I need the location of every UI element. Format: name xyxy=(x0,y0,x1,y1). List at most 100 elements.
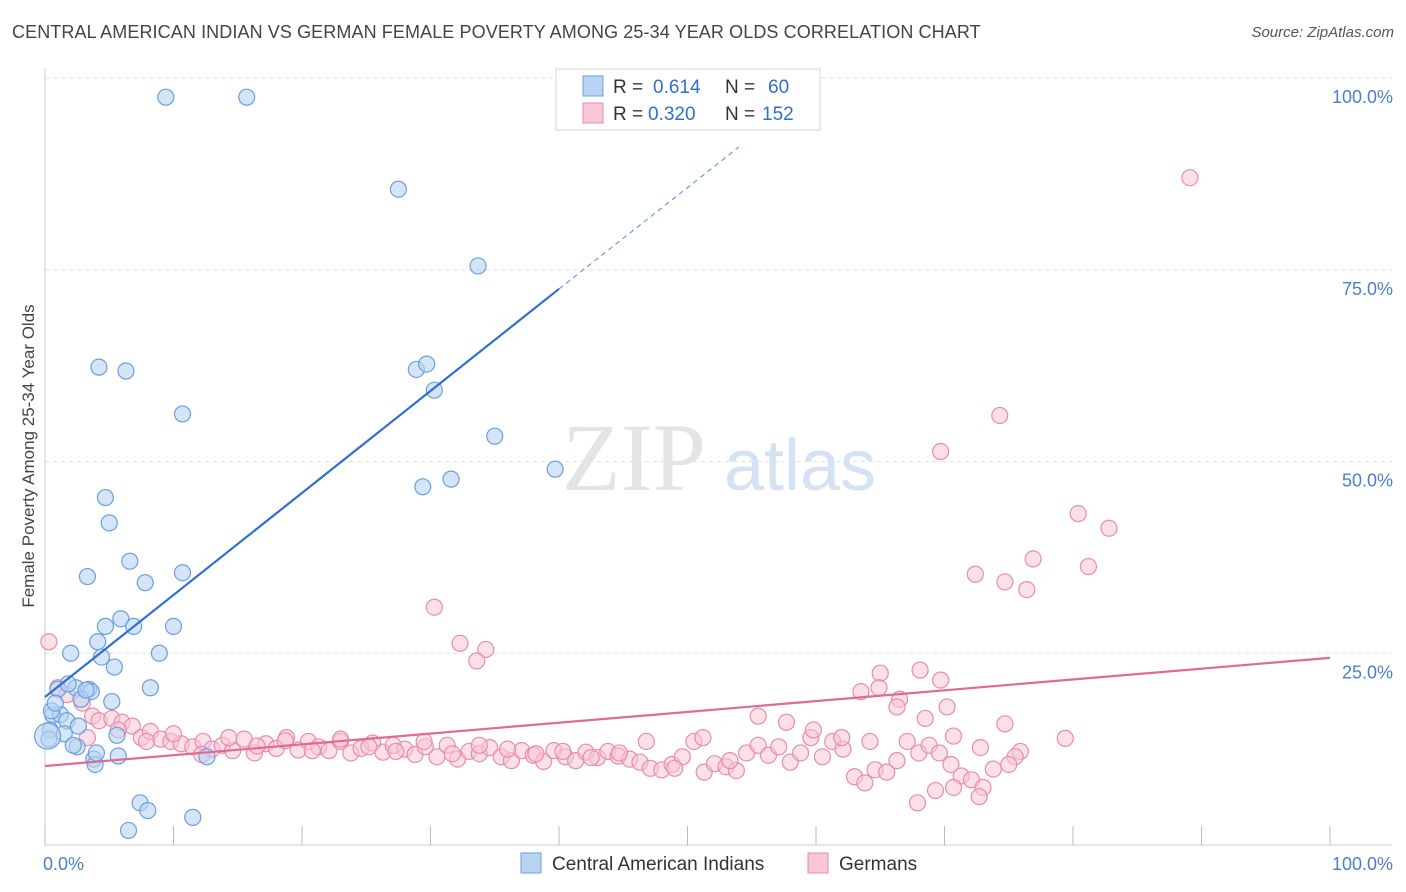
data-point-central-american-indians xyxy=(96,488,114,507)
data-point-germans xyxy=(1056,729,1074,747)
data-point-germans xyxy=(911,661,929,679)
bottom-legend: Central American Indians Germans xyxy=(520,852,917,875)
stats-legend-swatch-blue xyxy=(582,75,604,97)
data-point-germans xyxy=(852,682,870,701)
stats-n-label: N = xyxy=(725,104,755,125)
germans-points xyxy=(40,169,1199,812)
data-point-central-american-indians xyxy=(442,470,460,488)
data-point-central-american-indians xyxy=(136,574,154,592)
data-point-germans xyxy=(637,732,655,751)
data-point-germans xyxy=(833,729,851,747)
data-point-germans xyxy=(1018,580,1036,599)
data-point-central-american-indians xyxy=(46,694,64,712)
trend-line-central-american-indians xyxy=(44,288,560,698)
stats-r-value: 0.614 xyxy=(653,77,701,98)
data-point-germans xyxy=(582,748,600,767)
data-point-central-american-indians xyxy=(109,747,127,765)
watermark-zip: ZIP xyxy=(562,404,706,511)
data-point-germans xyxy=(991,406,1009,425)
data-point-germans xyxy=(770,738,788,756)
data-point-central-american-indians xyxy=(150,644,168,662)
axes xyxy=(44,68,1392,846)
data-point-germans xyxy=(932,671,950,689)
data-point-central-american-indians xyxy=(173,564,192,582)
data-point-germans xyxy=(926,781,945,800)
data-point-germans xyxy=(888,698,906,716)
data-point-germans xyxy=(248,737,266,755)
legend-label-germans: Germans xyxy=(839,854,917,875)
data-point-central-american-indians xyxy=(119,821,138,840)
data-point-central-american-indians xyxy=(100,514,118,532)
data-point-central-american-indians xyxy=(78,567,97,586)
data-point-germans xyxy=(984,760,1002,778)
data-point-germans xyxy=(527,745,545,763)
data-point-germans xyxy=(749,736,767,754)
data-point-central-american-indians xyxy=(69,717,88,735)
data-point-germans xyxy=(870,679,888,697)
data-point-germans xyxy=(137,732,156,751)
data-point-germans xyxy=(721,752,739,770)
stats-r-value: 0.320 xyxy=(648,104,696,125)
data-point-germans xyxy=(1100,519,1118,537)
data-point-central-american-indians xyxy=(112,610,130,628)
data-point-germans xyxy=(942,755,960,774)
data-point-germans xyxy=(415,732,433,751)
y-tick-label: 75.0% xyxy=(1342,279,1393,299)
data-point-central-american-indians xyxy=(469,257,487,275)
data-point-germans xyxy=(1181,169,1199,187)
data-point-central-american-indians xyxy=(414,478,432,496)
data-point-germans xyxy=(813,748,832,766)
y-axis-label: Female Poverty Among 25-34 Year Olds xyxy=(19,304,38,607)
data-point-germans xyxy=(749,707,767,725)
y-tick-label: 100.0% xyxy=(1332,87,1393,107)
data-point-germans xyxy=(944,778,963,797)
data-point-central-american-indians xyxy=(418,355,436,373)
y-tick-label: 25.0% xyxy=(1342,662,1393,682)
data-point-central-american-indians xyxy=(238,88,256,106)
data-point-central-american-indians xyxy=(87,744,106,762)
data-point-central-american-indians xyxy=(141,679,159,697)
data-point-central-american-indians xyxy=(117,362,135,380)
data-point-central-american-indians xyxy=(139,801,157,820)
data-point-central-american-indians xyxy=(108,726,126,744)
data-point-germans xyxy=(477,640,495,659)
data-point-central-american-indians xyxy=(121,552,139,570)
trend-line-germans xyxy=(44,656,1331,768)
data-point-germans xyxy=(996,573,1014,591)
data-point-central-american-indians xyxy=(546,460,564,478)
data-point-germans xyxy=(468,652,486,670)
y-tick-label: 50.0% xyxy=(1342,471,1393,491)
data-point-germans xyxy=(944,727,963,745)
data-point-germans xyxy=(971,738,990,757)
data-point-germans xyxy=(164,725,183,743)
legend-swatch-pink xyxy=(807,852,829,874)
data-point-germans xyxy=(443,745,461,763)
stats-n-value: 152 xyxy=(762,104,794,125)
data-point-germans xyxy=(930,744,948,762)
data-point-central-american-indians xyxy=(96,617,114,636)
data-point-germans xyxy=(470,736,488,754)
watermark: ZIP atlas xyxy=(562,404,876,511)
data-point-germans xyxy=(932,442,950,461)
data-point-central-american-indians xyxy=(64,736,82,754)
data-point-germans xyxy=(861,732,879,751)
y-tick-labels: 25.0% 50.0% 75.0% 100.0% xyxy=(1332,87,1393,682)
data-point-germans xyxy=(878,763,896,781)
data-point-central-american-indians xyxy=(33,722,62,750)
data-point-germans xyxy=(1069,505,1087,523)
data-point-germans xyxy=(966,565,984,583)
chart-title: CENTRAL AMERICAN INDIAN VS GERMAN FEMALE… xyxy=(12,22,981,42)
data-point-germans xyxy=(791,744,810,762)
data-point-central-american-indians xyxy=(486,427,504,445)
data-point-central-american-indians xyxy=(105,658,123,676)
x-tick-label: 100.0% xyxy=(1332,854,1393,874)
data-point-germans xyxy=(451,634,469,652)
data-point-germans xyxy=(220,729,238,747)
data-point-germans xyxy=(499,740,517,758)
data-point-germans xyxy=(1024,550,1042,568)
data-point-central-american-indians xyxy=(103,692,121,711)
data-point-germans xyxy=(777,713,796,731)
grid xyxy=(45,77,1392,654)
data-point-central-american-indians xyxy=(77,681,95,699)
